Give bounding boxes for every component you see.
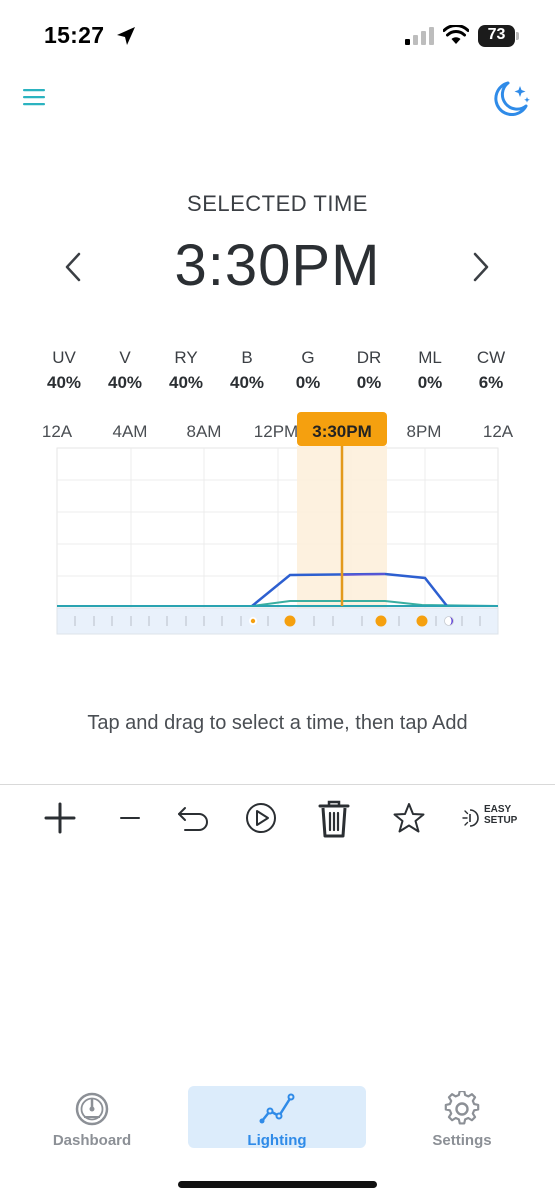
undo-icon[interactable] [171,796,215,840]
add-icon[interactable] [38,796,82,840]
channel-name: DR [356,348,382,367]
remove-icon[interactable] [108,796,152,840]
channel-name: CW [476,348,506,367]
battery-indicator: 73 [478,25,520,47]
channel-ry: RY 40% [156,348,216,393]
channel-v: V 40% [95,348,155,393]
channel-name: ML [418,348,442,367]
timeline-tick-strip[interactable] [56,607,499,635]
timeline-label: 12A [482,422,514,441]
timeline-label: 8PM [406,422,442,441]
timeline-label: 12PM [253,422,299,441]
selected-time-title: SELECTED TIME [187,191,368,216]
channel-ml: ML 0% [400,348,460,393]
channel-name: G [301,348,315,367]
instruction-text: Tap and drag to select a time, then tap … [87,712,468,734]
timeline-label: 8AM [186,422,222,441]
tab-label: Lighting [247,1132,307,1149]
gear-icon [444,1091,480,1125]
tab-label: Settings [432,1132,492,1149]
timeline-label: 12A [41,422,73,441]
hamburger-menu-icon[interactable] [22,86,46,108]
channel-value: 0% [356,373,382,392]
trash-icon[interactable] [312,796,356,840]
tab-lighting[interactable]: Lighting [188,1086,366,1149]
channel-value: 0% [417,373,443,392]
cellular-signal-icon [405,27,434,45]
tab-settings[interactable]: Settings [373,1086,551,1149]
channel-value: 40% [168,373,204,392]
channel-g: G 0% [278,348,338,393]
schedule-point[interactable] [375,615,387,627]
marker-label: 3:30PM [312,422,372,441]
selected-time-value: 3:30PM [174,233,381,298]
lighting-schedule-chart[interactable]: 3:30PM [0,410,555,640]
channel-name: UV [52,348,76,367]
next-time-button[interactable] [468,250,494,284]
tab-label: Dashboard [52,1132,132,1149]
channel-curve-overlap [339,573,386,576]
channel-value: 40% [46,373,82,392]
schedule-point[interactable] [284,615,296,627]
channel-uv: UV 40% [34,348,94,393]
easy-setup-button[interactable]: EASY SETUP [462,800,522,836]
channel-cw: CW 6% [461,348,521,393]
schedule-point[interactable] [416,615,428,627]
channel-value: 0% [295,373,321,392]
selected-time-marker[interactable] [297,412,387,446]
channel-b: B 40% [217,348,277,393]
star-icon[interactable] [387,796,431,840]
timeline-label: 4AM [112,422,148,441]
channel-value: 40% [229,373,265,392]
divider [0,784,555,785]
line-chart-icon [259,1093,295,1124]
gauge-icon [75,1092,109,1126]
moon-stars-icon[interactable] [490,78,532,118]
play-icon[interactable] [239,796,283,840]
channel-value: 40% [107,373,143,392]
channel-name: RY [174,348,198,367]
tab-dashboard[interactable]: Dashboard [3,1086,181,1149]
location-arrow-icon [117,27,135,45]
channel-name: B [241,348,253,367]
previous-time-button[interactable] [60,250,86,284]
status-time: 15:27 [44,22,105,48]
battery-level: 73 [487,26,506,43]
channel-name: V [119,348,131,367]
channel-value: 6% [478,373,504,392]
easy-setup-icon [462,809,479,827]
channel-dr: DR 0% [339,348,399,393]
wifi-icon [443,25,469,44]
easy-setup-label-1: EASY [484,804,512,815]
easy-setup-label-2: SETUP [484,815,518,826]
home-indicator [178,1181,377,1188]
